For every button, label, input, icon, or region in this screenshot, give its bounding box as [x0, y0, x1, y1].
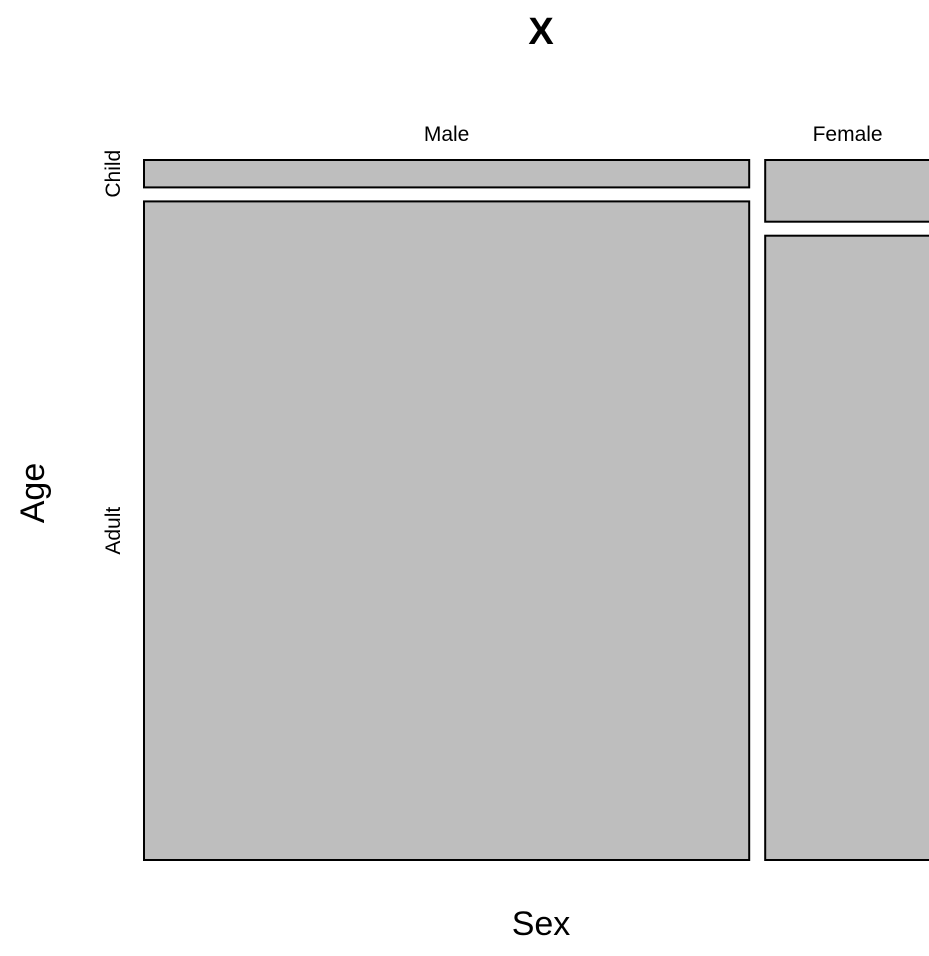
x-category-label-female: Female — [813, 123, 883, 146]
y-category-label-adult: Adult — [102, 507, 125, 555]
tile-female-adult — [764, 234, 929, 861]
y-axis-label: Age — [14, 463, 52, 524]
tile-male-adult — [143, 200, 751, 861]
y-category-labels: Child Adult — [102, 150, 125, 555]
chart-title: X — [528, 11, 554, 53]
y-category-label-child: Child — [102, 150, 125, 198]
x-axis-label: Sex — [512, 905, 571, 943]
tile-male-child — [143, 159, 751, 189]
x-category-labels: Male Female — [424, 123, 883, 146]
tile-female-child — [764, 159, 929, 223]
mosaic-tiles — [143, 159, 929, 861]
x-category-label-male: Male — [424, 123, 470, 146]
